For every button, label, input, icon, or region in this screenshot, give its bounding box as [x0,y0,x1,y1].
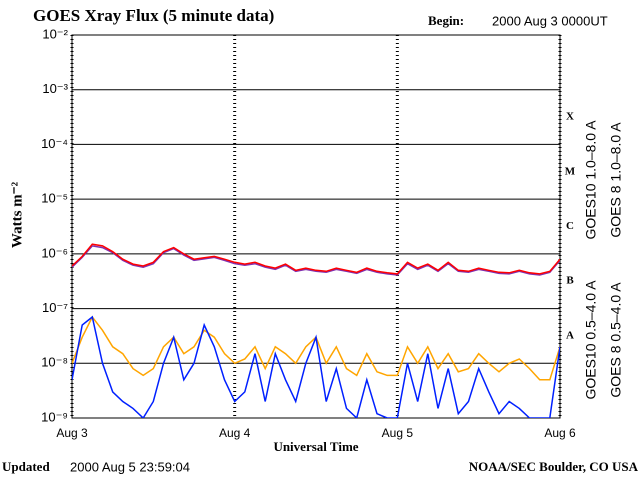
legend-entry: GOES 8 0.5–4.0 A [608,282,624,398]
y-tick-label: 10⁻⁹ [41,409,68,424]
series-line [72,315,560,418]
plot-frame [71,34,561,419]
y-tick-label: 10⁻² [42,26,68,41]
plot-area [72,243,560,418]
legend-entry: GOES 8 1.0–8.0 A [608,122,624,238]
updated-label: Updated [2,459,50,474]
chart-title: GOES Xray Flux (5 minute data) [33,6,274,25]
legend-entry: GOES10 0.5–4.0 A [583,280,599,400]
x-tick-label: Aug 6 [544,426,576,440]
flare-class-label: C [566,220,574,232]
x-tick-label: Aug 5 [382,426,414,440]
updated-time: 2000 Aug 5 23:59:04 [70,459,190,474]
y-tick-label: 10⁻³ [42,81,68,96]
x-axis-label: Universal Time [273,439,358,454]
begin-time: 2000 Aug 3 0000UT [492,13,608,28]
x-tick-label: Aug 3 [56,426,88,440]
x-tick-label: Aug 4 [219,426,251,440]
flare-class-label: B [566,275,574,287]
series-line [72,243,560,275]
credit: NOAA/SEC Boulder, CO USA [469,459,639,474]
flare-class-label: A [566,329,574,341]
begin-label: Begin: [428,13,464,28]
flare-class-label: X [566,111,574,123]
series-line [72,245,560,276]
legend-entry: GOES10 1.0–8.0 A [583,120,599,240]
y-tick-label: 10⁻⁵ [41,191,68,206]
y-tick-label: 10⁻⁶ [41,245,68,260]
y-tick-label: 10⁻⁴ [41,136,68,151]
y-tick-label: 10⁻⁸ [41,355,68,370]
y-tick-label: 10⁻⁷ [42,300,68,315]
flare-class-label: M [565,165,576,177]
y-axis-label: Watts m⁻² [9,181,25,248]
